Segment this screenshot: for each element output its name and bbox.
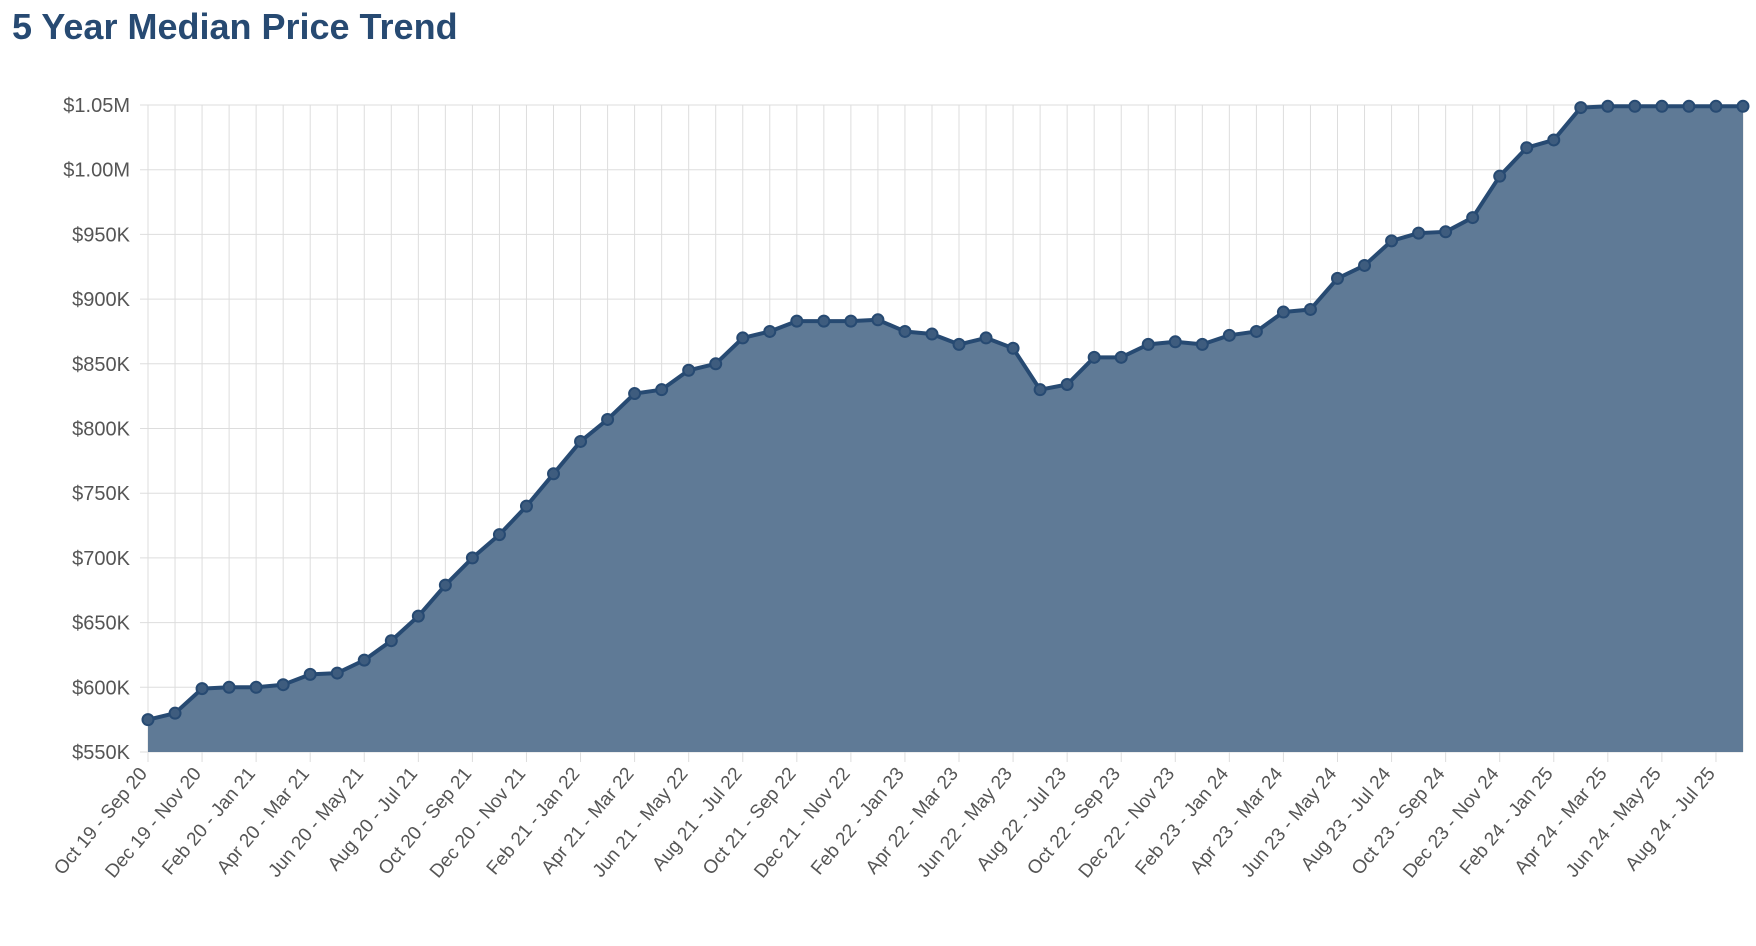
- data-point: [519, 499, 533, 513]
- data-point: [871, 313, 885, 327]
- x-tick-label: Jun 23 - May 24: [1238, 763, 1342, 881]
- data-point: [682, 363, 696, 377]
- x-tick-label: Oct 19 - Sep 20: [50, 764, 152, 879]
- y-tick-label: $800K: [72, 419, 130, 441]
- x-tick-label: Oct 23 - Sep 24: [1348, 763, 1450, 879]
- data-point: [384, 634, 398, 648]
- y-tick-label: $1.00M: [63, 160, 130, 182]
- data-point: [1493, 169, 1507, 183]
- x-tick-label: Dec 22 - Nov 23: [1075, 764, 1179, 883]
- data-point: [1033, 383, 1047, 397]
- x-tick-label: Jun 22 - May 23: [913, 764, 1017, 882]
- y-tick-label: $1.05M: [63, 95, 130, 117]
- data-point: [1412, 226, 1426, 240]
- chart-title: 5 Year Median Price Trend: [12, 6, 458, 47]
- x-tick-label: Jun 24 - May 25: [1562, 764, 1666, 882]
- data-point: [411, 609, 425, 623]
- x-tick-label: Jun 21 - May 22: [589, 764, 693, 882]
- data-point: [1682, 99, 1696, 113]
- data-point: [817, 314, 831, 328]
- x-tick-label: Feb 23 - Jan 24: [1132, 763, 1234, 879]
- y-tick-label: $550K: [72, 742, 130, 764]
- data-point: [465, 551, 479, 565]
- x-tick-label: Feb 24 - Jan 25: [1456, 764, 1558, 879]
- y-tick-label: $700K: [72, 548, 130, 570]
- data-point: [1303, 302, 1317, 316]
- point-layer: [141, 99, 1750, 727]
- data-point: [925, 327, 939, 341]
- data-point: [1087, 350, 1101, 364]
- x-tick-label: Dec 21 - Nov 22: [750, 764, 854, 883]
- data-point: [249, 680, 263, 694]
- x-tick-label: Oct 22 - Sep 23: [1023, 764, 1125, 879]
- y-tick-label: $600K: [72, 677, 130, 699]
- data-point: [1276, 305, 1290, 319]
- data-point: [979, 331, 993, 345]
- data-point: [141, 713, 155, 727]
- y-tick-label: $950K: [72, 224, 130, 246]
- data-point: [574, 434, 588, 448]
- data-point: [492, 528, 506, 542]
- data-point: [1574, 101, 1588, 115]
- data-point: [1060, 378, 1074, 392]
- data-point: [655, 383, 669, 397]
- data-point: [1168, 335, 1182, 349]
- x-tick-label: Feb 21 - Jan 22: [483, 764, 585, 879]
- data-point: [790, 314, 804, 328]
- x-tick-label: Dec 19 - Nov 20: [102, 764, 206, 883]
- data-point: [357, 653, 371, 667]
- data-point: [1520, 141, 1534, 155]
- area-layer: [148, 106, 1743, 752]
- data-point: [1141, 337, 1155, 351]
- data-point: [1222, 328, 1236, 342]
- data-point: [1439, 225, 1453, 239]
- data-point: [1601, 99, 1615, 113]
- data-point: [601, 412, 615, 426]
- y-tick-label: $750K: [72, 483, 130, 505]
- data-point: [898, 324, 912, 338]
- y-tick-label: $850K: [72, 354, 130, 376]
- x-tick-label: Apr 23 - Mar 24: [1186, 763, 1287, 878]
- data-point: [1466, 211, 1480, 225]
- data-point: [1709, 99, 1723, 113]
- x-tick-label: Oct 21 - Sep 22: [699, 764, 801, 879]
- data-point: [628, 387, 642, 401]
- data-point: [195, 682, 209, 696]
- data-point: [1736, 99, 1750, 113]
- data-point: [303, 667, 317, 681]
- data-point: [1358, 258, 1372, 272]
- data-point: [168, 706, 182, 720]
- data-point: [1195, 337, 1209, 351]
- y-axis: $550K $600K $650K $700K $750K $800K $850K $900K…: [63, 95, 130, 764]
- data-point: [736, 331, 750, 345]
- data-point: [763, 324, 777, 338]
- y-tick-label: $900K: [72, 289, 130, 311]
- x-tick-label: Dec 23 - Nov 24: [1399, 763, 1504, 882]
- data-point: [438, 578, 452, 592]
- data-point: [952, 337, 966, 351]
- area-fill: [148, 106, 1743, 752]
- data-point: [1628, 99, 1642, 113]
- data-point: [844, 314, 858, 328]
- x-tick-label: Feb 20 - Jan 21: [158, 764, 260, 879]
- data-point: [547, 467, 561, 481]
- data-point: [1249, 324, 1263, 338]
- data-point: [1114, 350, 1128, 364]
- data-point: [1385, 234, 1399, 248]
- data-point: [1547, 133, 1561, 147]
- x-tick-label: Oct 20 - Sep 21: [375, 764, 477, 879]
- data-point: [1006, 341, 1020, 355]
- data-point: [222, 680, 236, 694]
- x-tick-label: Jun 20 - May 21: [264, 764, 368, 882]
- data-point: [276, 678, 290, 692]
- data-point: [1655, 99, 1669, 113]
- x-tick-label: Dec 20 - Nov 21: [426, 764, 530, 883]
- data-point: [1330, 271, 1344, 285]
- y-tick-label: $650K: [72, 613, 130, 635]
- x-tick-label: Feb 22 - Jan 23: [807, 764, 909, 879]
- data-point: [330, 666, 344, 680]
- data-point: [709, 357, 723, 371]
